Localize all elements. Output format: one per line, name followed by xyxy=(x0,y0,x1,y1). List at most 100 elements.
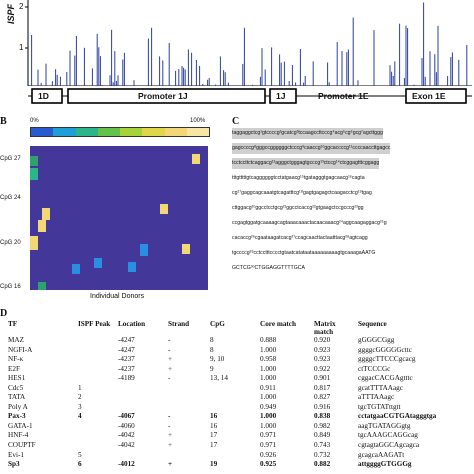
panel-b-letter: B xyxy=(0,116,7,127)
ispf-peak-cell: 2 xyxy=(78,393,82,402)
matrix-match-cell: 0.923 xyxy=(314,355,331,364)
location-cell xyxy=(116,403,166,413)
panel-d-letter: D xyxy=(0,308,8,319)
header-location: Location xyxy=(118,320,146,328)
cpg-cell xyxy=(208,403,258,413)
strand-cell: - xyxy=(168,412,171,421)
tf-name-cell: NF-κ xyxy=(8,355,24,364)
cpg-20-label: CpG 20 xyxy=(0,240,21,246)
transcription-factor-table: TF ISPF Peak Location Strand CpG Core ma… xyxy=(6,320,464,470)
heatmap-cell xyxy=(192,154,200,164)
strand-cell xyxy=(166,384,208,394)
ispf-peak-cell: 1 xyxy=(78,383,82,392)
promoter-sequence: taggaggctcg¹gtccccg²gcatcg³tccaagccttccc… xyxy=(232,128,468,283)
sequence-cell: attggggGTGGGg xyxy=(358,460,412,469)
tf-name-cell: MAZ xyxy=(8,336,24,344)
strand-cell xyxy=(166,451,208,461)
tf-name-cell: Sp3 xyxy=(8,460,20,469)
sequence-line: GCTCG³⁰CTGGAGGTTTTGCA xyxy=(232,265,305,271)
table-row: HNF-4 -4042 +17 0.971 0.849 tgcAAAGCAGGcag xyxy=(6,431,464,441)
ispf-peak-cell xyxy=(76,365,116,375)
tf-name-cell: Poly A xyxy=(8,402,28,411)
cpg-cell: 16 xyxy=(210,412,218,421)
header-matrix-match: Matrix match xyxy=(314,320,336,336)
cpg-cell: 8 xyxy=(210,336,214,344)
matrix-match-cell: 0.838 xyxy=(314,412,331,421)
gene-structure-track xyxy=(28,88,472,104)
sequence-line: cg¹⁷gaggcagcaaatgtcagatttcg¹⁸gagtgagagct… xyxy=(232,190,372,196)
scale-swatch xyxy=(53,128,76,136)
sequence-cell: gGGGCGgg xyxy=(358,336,395,344)
ispf-peak-cell xyxy=(76,355,116,365)
heatmap-cell xyxy=(72,264,80,274)
header-tf: TF xyxy=(8,320,18,328)
cpg-cell: 9, 10 xyxy=(210,355,225,364)
strand-cell: + xyxy=(168,364,173,373)
heatmap-cell xyxy=(140,244,148,256)
location-cell: -4042 xyxy=(118,431,135,440)
core-match-cell: 0.958 xyxy=(260,355,277,364)
strand-cell: - xyxy=(168,374,171,383)
scale-swatch xyxy=(120,128,143,136)
core-match-cell: 0.911 xyxy=(260,383,276,392)
table-row: NGFI-A -4247 - 8 1.000 0.923 ggggcGGGGGcttc xyxy=(6,346,464,356)
core-match-cell: 0.925 xyxy=(260,460,277,469)
sequence-cell: cctatgaaCGTGAtagggtga xyxy=(358,412,437,421)
sequence-cell: ctTCCCGc xyxy=(358,364,391,373)
strand-cell: - xyxy=(168,336,171,344)
location-cell: -4247 xyxy=(118,345,135,354)
heatmap-cell xyxy=(38,282,46,290)
heatmap-x-label: Individual Donors xyxy=(90,293,145,300)
matrix-match-cell: 0.817 xyxy=(314,383,331,392)
tf-name-cell: Cdc5 xyxy=(8,383,24,392)
sequence-line: tgccccg²⁹cctcctttcccctgtaatcatataataaaaa… xyxy=(232,250,376,256)
matrix-match-cell: 0.923 xyxy=(314,345,331,354)
sequence-line: gagccccg⁸gggccggggggctcccg⁹caaccg¹⁰ggcac… xyxy=(232,143,391,155)
cpg-cell: 8 xyxy=(210,345,214,354)
tf-name-cell: COUPTF xyxy=(8,441,36,450)
tf-name-cell: Pax-3 xyxy=(8,412,26,421)
tf-name-cell: HES1 xyxy=(8,374,26,383)
core-match-cell: 1.000 xyxy=(260,345,277,354)
ispf-peak-cell xyxy=(76,336,116,346)
sequence-line: ccgagtggatgcaaaagcagtaaacaaactacaacaaacg… xyxy=(232,220,387,226)
heatmap-cell xyxy=(128,262,136,272)
sequence-cell: ggggcTTCCCgcacg xyxy=(358,355,416,364)
core-match-cell: 1.000 xyxy=(260,412,277,421)
ispf-peak-cell xyxy=(76,441,116,451)
location-cell: -4060 xyxy=(118,421,135,430)
strand-cell: - xyxy=(168,421,171,430)
location-cell xyxy=(116,451,166,461)
heatmap-cell xyxy=(160,204,168,214)
table-header-row: TF ISPF Peak Location Strand CpG Core ma… xyxy=(6,320,464,336)
cpg-cell xyxy=(208,384,258,394)
matrix-match-cell: 0.882 xyxy=(314,460,331,469)
location-cell: -4067 xyxy=(118,412,135,421)
table-row: NF-κ -4237 +9, 10 0.958 0.923 ggggcTTCCCgcacg xyxy=(6,355,464,365)
segment-promoter-1e: Promoter 1E xyxy=(318,91,369,101)
strand-cell: + xyxy=(168,431,173,440)
cpg-cell xyxy=(208,451,258,461)
y-tick-2: 2 xyxy=(19,2,24,11)
location-cell: -4237 xyxy=(118,364,135,373)
cpg-27-label: CpG 27 xyxy=(0,156,21,162)
header-peak: ISPF Peak xyxy=(78,320,111,328)
header-core-match: Core match xyxy=(260,320,296,328)
core-match-cell: 1.000 xyxy=(260,421,277,430)
sequence-line: tcctccttctcaggacg¹²agggctgggagtgcccg¹³ct… xyxy=(232,158,380,170)
tf-name-cell: TATA xyxy=(8,393,26,402)
matrix-match-cell: 0.732 xyxy=(314,450,331,459)
core-match-cell: 0.971 xyxy=(260,431,277,440)
table-row: MAZ -4247 - 8 0.888 0.920 gGGGCGgg xyxy=(6,336,464,346)
cpg-16-label: CpG 16 xyxy=(0,284,21,290)
sequence-cell: gcatTTTAAagc xyxy=(358,383,403,392)
tf-name-cell: GATA-1 xyxy=(8,421,33,430)
sequence-cell: tgcAAAGCAGGcag xyxy=(358,431,418,440)
scale-swatch xyxy=(164,128,187,136)
scale-swatch xyxy=(186,128,209,136)
cpg-cell: 17 xyxy=(210,441,218,450)
matrix-match-cell: 0.901 xyxy=(314,374,331,383)
segment-promoter-1j: Promoter 1J xyxy=(138,91,188,101)
ispf-peak-plot xyxy=(25,0,472,86)
table-row: Sp3 6 -4012 +19 0.925 0.882 attggggGTGGGg xyxy=(6,460,464,470)
